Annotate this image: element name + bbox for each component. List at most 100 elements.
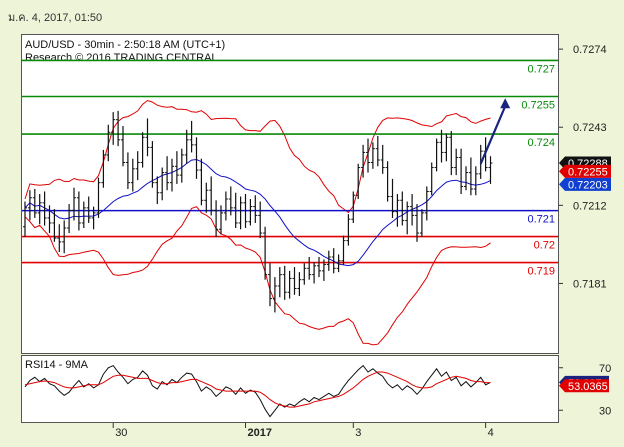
forecast-arrow-head: [500, 98, 511, 109]
price-tag-0.72203: 0.72203: [559, 177, 611, 191]
ohlc-bar: [47, 205, 52, 234]
ohlc-bar: [209, 176, 214, 216]
bollinger-upper-line: [24, 99, 491, 214]
price-tag-label: 0.72203: [568, 179, 608, 191]
ohlc-bar: [341, 235, 346, 265]
ohlc-bar: [116, 110, 121, 147]
ohlc-bar: [179, 148, 184, 183]
ohlc-bar: [439, 129, 444, 163]
ohlc-bar: [366, 138, 370, 173]
ohlc-bar: [346, 214, 351, 246]
level-label-0.727: 0.727: [527, 63, 555, 75]
ohlc-bar: [243, 194, 248, 229]
ohlc-bar: [214, 200, 219, 237]
ohlc-bar: [370, 142, 375, 169]
price-tick-label: 0.7212: [573, 200, 607, 212]
ohlc-bar: [307, 256, 312, 280]
time-tick-label: 3: [355, 427, 361, 439]
ohlc-bar: [233, 192, 238, 229]
rsi-tag-label: 53.0365: [568, 381, 608, 393]
level-label-0.721: 0.721: [527, 214, 555, 226]
ohlc-bar: [121, 125, 125, 167]
ohlc-bar: [170, 158, 174, 192]
chart-title: AUD/USD - 30min - 2:50:18 AM (UTC+1): [25, 39, 225, 51]
ohlc-bar: [405, 201, 410, 235]
ohlc-bar: [336, 254, 341, 273]
ohlc-bar: [468, 157, 473, 196]
ohlc-bar: [57, 224, 62, 252]
level-label-0.724: 0.724: [527, 137, 555, 149]
ohlc-bar: [140, 132, 145, 168]
ohlc-bar: [380, 144, 385, 174]
ohlc-bar: [204, 182, 209, 213]
ohlc-bar: [302, 263, 307, 285]
ohlc-bar: [199, 158, 204, 206]
rsi-tick-label: 70: [599, 363, 611, 375]
ohlc-bar: [287, 270, 292, 299]
price-tag-0.72255: 0.72255: [559, 164, 611, 178]
price-tag-shape: [559, 164, 611, 178]
ohlc-bar: [145, 118, 150, 157]
ohlc-bar: [268, 263, 272, 307]
ohlc-bar: [449, 131, 454, 176]
ohlc-bar: [86, 196, 91, 223]
rsi-tag-53.0365: 53.0365: [559, 379, 609, 393]
ohlc-bar: [219, 205, 223, 235]
ohlc-bar: [150, 141, 155, 188]
level-label-0.72: 0.72: [534, 240, 555, 252]
moving-average-line: [24, 158, 491, 267]
ohlc-bar: [292, 267, 297, 295]
price-tick-label: 0.7181: [573, 278, 607, 290]
ohlc-bar: [96, 177, 101, 218]
ohlc-bar: [395, 194, 400, 227]
chart-subtitle: Research © 2016 TRADING CENTRAL: [25, 52, 218, 64]
price-tag-shape: [559, 177, 611, 191]
ohlc-bar: [375, 136, 380, 167]
ohlc-bar: [253, 195, 258, 223]
ohlc-bar: [62, 220, 67, 254]
ohlc-bar: [72, 187, 76, 221]
ohlc-bar: [184, 129, 189, 164]
ohlc-bar: [464, 166, 468, 191]
ohlc-bar: [356, 163, 361, 200]
ohlc-bar: [351, 191, 356, 223]
ohlc-bar: [444, 133, 449, 162]
ohlc-bar: [473, 166, 478, 196]
ohlc-bar: [263, 226, 268, 280]
ohlc-bar: [37, 194, 42, 225]
ohlc-bar: [410, 194, 415, 226]
ohlc-bar: [52, 209, 57, 242]
ohlc-bar: [488, 156, 493, 184]
ohlc-bar: [194, 137, 199, 179]
ohlc-bar: [258, 201, 263, 239]
ohlc-bar: [434, 138, 439, 172]
ohlc-bar: [76, 191, 81, 231]
price-tag-label: 0.72255: [568, 166, 608, 178]
ohlc-bar: [297, 272, 302, 297]
price-bars: [23, 110, 493, 313]
timestamp: ม.ค. 4, 2017, 01:50: [8, 12, 103, 24]
price-tick-label: 0.7274: [573, 44, 607, 56]
ohlc-bar: [160, 167, 165, 201]
ohlc-bar: [223, 191, 228, 221]
ohlc-bar: [155, 176, 160, 205]
ohlc-bar: [135, 151, 140, 181]
rsi-title: RSI14 - 9MA: [25, 359, 89, 371]
ohlc-bar: [248, 199, 253, 226]
rsi-tags: 56.20753.0365: [559, 375, 609, 393]
ohlc-bar: [67, 204, 72, 234]
rsi-lines: [24, 364, 491, 418]
ohlc-bar: [454, 148, 459, 176]
ohlc-bar: [419, 209, 424, 237]
rsi-axis: 70 30: [559, 363, 611, 417]
ohlc-bar: [312, 262, 317, 284]
rsi-tick-label: 30: [599, 405, 611, 417]
ohlc-bar: [165, 156, 170, 191]
ohlc-bar: [326, 250, 331, 271]
ohlc-bar: [429, 162, 434, 196]
rsi-series-ma: [24, 371, 491, 408]
moving-average: [24, 158, 491, 267]
bollinger-bands: [24, 99, 491, 346]
